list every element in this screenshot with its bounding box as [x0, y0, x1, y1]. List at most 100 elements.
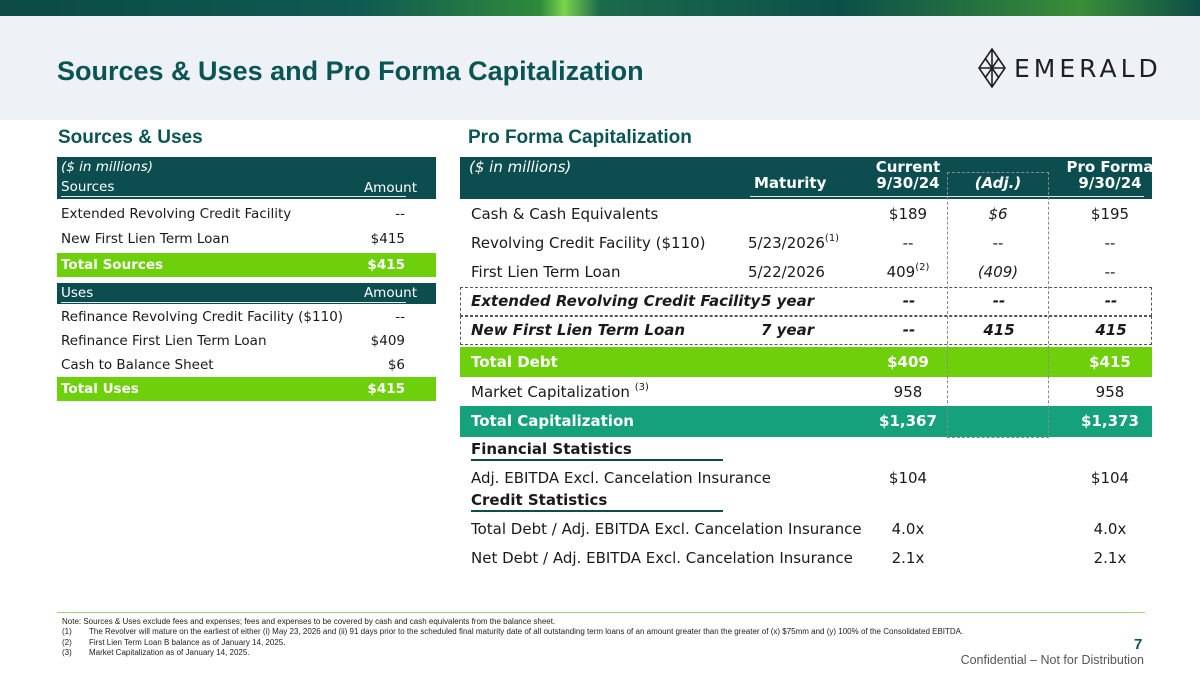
row-adj: -- [992, 234, 1004, 252]
units-label: ($ in millions) [61, 159, 154, 175]
row-pro-forma: $415 [1089, 353, 1131, 371]
footnote-text: Market Capitalization as of January 14, … [89, 648, 250, 658]
adj-header: (Adj.) [974, 174, 1022, 192]
stats-row: Total Debt / Adj. EBITDA Excl. Cancelati… [460, 514, 1152, 544]
row-maturity: 5 year [761, 292, 815, 310]
emerald-gem-icon [978, 48, 1006, 88]
extended-rcf-row: Extended Revolving Credit Facility 5 yea… [460, 287, 1152, 316]
footnote-ref: (2) [915, 262, 930, 273]
row-label: First Lien Term Loan [471, 263, 621, 281]
table-row: Refinance Revolving Credit Facility ($11… [57, 305, 436, 329]
sources-header-label: Sources [61, 179, 115, 195]
row-amount: $415 [367, 257, 405, 273]
table-row: New First Lien Term Loan $415 [57, 227, 436, 252]
pro-forma-header: Pro Forma [1066, 158, 1154, 176]
row-amount: $6 [387, 357, 405, 373]
uses-header-amount: Amount [363, 285, 417, 301]
row-label: Total Capitalization [471, 412, 634, 430]
new-term-loan-row: New First Lien Term Loan 7 year -- 415 4… [460, 316, 1152, 345]
row-amount: $415 [370, 231, 405, 247]
row-label: Market Capitalization (3) [471, 377, 649, 410]
row-pro-forma: 958 [1095, 383, 1125, 401]
row-label: Cash & Cash Equivalents [471, 205, 659, 223]
footnote-key: (2) [62, 637, 72, 647]
stats-row: Adj. EBITDA Excl. Cancelation Insurance … [460, 463, 1152, 493]
label-text: Market Capitalization [471, 383, 630, 401]
header-rule [61, 196, 406, 197]
row-current: $104 [888, 469, 928, 487]
table-row: Cash & Cash Equivalents $189 $6 $195 [460, 199, 1152, 229]
total-uses-row: Total Uses $415 [57, 377, 436, 401]
page-number: 7 [1134, 636, 1143, 653]
row-label: Extended Revolving Credit Facility [61, 206, 292, 222]
adj-column-outline [947, 172, 1049, 438]
maturity-header: Maturity [754, 174, 827, 192]
row-current: 4.0x [891, 520, 925, 538]
row-pro-forma: $195 [1090, 205, 1130, 223]
row-adj: 415 [983, 321, 1015, 339]
row-label: Total Uses [61, 381, 139, 397]
footnote-item: (3) Market Capitalization as of January 1… [62, 648, 963, 658]
page-title: Sources & Uses and Pro Forma Capitalizat… [57, 56, 644, 86]
note-intro: Note: Sources & Uses exclude fees and ex… [62, 617, 556, 626]
footnote-key: (1) [62, 627, 72, 637]
sources-table: ($ in millions) Sources Amount Extended … [57, 157, 436, 277]
row-label: Adj. EBITDA Excl. Cancelation Insurance [471, 469, 772, 487]
credit-stats-heading: Credit Statistics [471, 491, 723, 512]
pro-forma-cap-title: Pro Forma Capitalization [468, 127, 692, 148]
footnote-ref: (3) [634, 382, 649, 393]
row-maturity: 5/22/2026 [748, 263, 825, 281]
current-date-header: 9/30/24 [876, 174, 940, 192]
header-rule [61, 302, 406, 303]
uses-table: Uses Amount Refinance Revolving Credit F… [57, 283, 436, 401]
row-current: -- [902, 234, 914, 252]
row-label: New First Lien Term Loan [61, 231, 230, 247]
emerald-logo: EMERALD [978, 48, 1162, 88]
footnote-item: (2) First Lien Term Loan B balance as of … [62, 638, 963, 648]
row-label: Extended Revolving Credit Facility [471, 292, 761, 310]
row-amount: -- [395, 309, 405, 325]
row-pro-forma: 2.1x [1093, 549, 1127, 567]
footnote-text: First Lien Term Loan B balance as of Jan… [89, 637, 286, 647]
market-cap-row: Market Capitalization (3) 958 958 [460, 377, 1152, 407]
row-maturity: 7 year [761, 321, 815, 339]
logo-wordmark: EMERALD [1014, 53, 1162, 83]
row-current: 409(2) [848, 257, 968, 290]
table-row: Revolving Credit Facility ($110) 5/23/20… [460, 228, 1152, 258]
row-pro-forma: $1,373 [1081, 412, 1139, 430]
top-decorative-band [0, 0, 1200, 16]
row-current: 2.1x [891, 549, 925, 567]
units-label: ($ in millions) [469, 158, 572, 176]
sources-table-header: ($ in millions) Sources Amount [57, 157, 436, 199]
financial-stats-heading: Financial Statistics [471, 440, 723, 461]
row-pro-forma: 415 [1095, 321, 1127, 339]
row-current: $409 [887, 353, 929, 371]
row-label: Net Debt / Adj. EBITDA Excl. Cancelation… [471, 549, 853, 567]
row-current: $1,367 [879, 412, 937, 430]
uses-header-label: Uses [61, 285, 94, 301]
row-label: Total Sources [61, 257, 164, 273]
footnotes: Note: Sources & Uses exclude fees and ex… [62, 617, 963, 659]
total-cap-row: Total Capitalization $1,367 $1,373 [460, 406, 1152, 437]
row-label: Total Debt [471, 353, 558, 371]
total-debt-row: Total Debt $409 $415 [460, 347, 1152, 377]
total-sources-row: Total Sources $415 [57, 253, 436, 277]
row-current: -- [902, 292, 916, 310]
row-label: Cash to Balance Sheet [61, 357, 214, 373]
table-row: Cash to Balance Sheet $6 [57, 353, 436, 377]
row-pro-forma: -- [1104, 234, 1116, 252]
row-pro-forma: -- [1104, 292, 1118, 310]
sources-header-amount: Amount [363, 180, 417, 196]
row-amount: $415 [367, 381, 405, 397]
row-label: Total Debt / Adj. EBITDA Excl. Cancelati… [471, 520, 862, 538]
row-adj: (409) [977, 263, 1019, 281]
pro-forma-date-header: 9/30/24 [1078, 174, 1142, 192]
maturity-value: 5/23/2026 [748, 234, 825, 252]
sources-uses-title: Sources & Uses [58, 127, 203, 148]
row-amount: -- [395, 206, 405, 222]
footnote-item: (1) The Revolver will mature on the earli… [62, 627, 963, 637]
table-row: First Lien Term Loan 5/22/2026 409(2) (4… [460, 257, 1152, 287]
row-adj: -- [992, 292, 1006, 310]
row-label: Revolving Credit Facility ($110) [471, 234, 706, 252]
row-pro-forma: -- [1104, 263, 1116, 281]
